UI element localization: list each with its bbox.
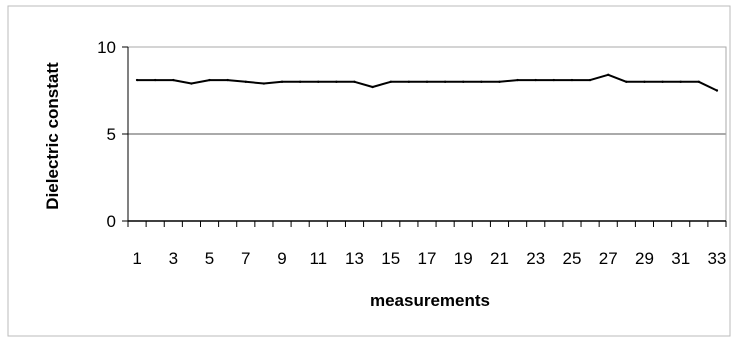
- data-point: [552, 78, 556, 82]
- data-point: [172, 78, 175, 82]
- x-tick-label: 15: [381, 249, 400, 268]
- data-point: [262, 82, 266, 85]
- data-point: [298, 80, 302, 84]
- data-point: [407, 80, 411, 84]
- x-tick-labels: 1 3 5 7 9 11 13 15 17 19 21 23 25 27 29 31 33: [132, 249, 726, 268]
- y-tick-label: 5: [107, 125, 116, 144]
- x-tick-label: 31: [671, 249, 690, 268]
- y-tick-labels: 0 5 10: [97, 38, 116, 231]
- x-tick-label: 1: [132, 249, 141, 268]
- data-point: [498, 80, 501, 84]
- data-point: [661, 80, 664, 84]
- data-point: [679, 80, 682, 84]
- x-tick-label: 13: [345, 249, 364, 268]
- x-tick-label: 5: [205, 249, 214, 268]
- x-tick-label: 27: [599, 249, 618, 268]
- data-point: [443, 80, 447, 84]
- data-point: [534, 78, 537, 82]
- x-axis-label: measurements: [370, 291, 490, 310]
- data-point: [208, 78, 211, 82]
- series-lines: [135, 73, 719, 92]
- data-point: [190, 82, 193, 85]
- data-point: [625, 80, 628, 84]
- x-tick-label: 19: [454, 249, 473, 268]
- data-point: [153, 78, 157, 82]
- x-tick-label: 3: [169, 249, 178, 268]
- y-axis-label: Dielectric constatt: [43, 62, 62, 210]
- data-point: [425, 80, 429, 84]
- data-point: [715, 89, 719, 92]
- axes: [122, 46, 727, 227]
- data-point: [226, 78, 229, 82]
- data-point: [371, 85, 374, 89]
- grid-lines: [128, 46, 726, 135]
- data-point: [570, 78, 574, 82]
- x-tick-label: 17: [418, 249, 437, 268]
- data-point: [317, 80, 320, 84]
- data-point: [353, 80, 356, 84]
- data-point: [480, 80, 483, 84]
- chart-border: [7, 5, 731, 337]
- x-tick-label: 29: [635, 249, 654, 268]
- data-point: [643, 80, 646, 84]
- data-point: [244, 80, 247, 84]
- data-point: [335, 80, 338, 84]
- x-tick-label: 21: [490, 249, 509, 268]
- data-point: [389, 80, 392, 84]
- x-tick-label: 11: [309, 249, 327, 268]
- data-point: [607, 73, 610, 77]
- y-tick-label: 0: [107, 212, 116, 231]
- x-tick-label: 23: [526, 249, 545, 268]
- data-point: [462, 80, 465, 84]
- data-point: [588, 78, 592, 82]
- x-tick-label: 7: [241, 249, 250, 268]
- x-tick-label: 9: [277, 249, 286, 268]
- y-tick-label: 10: [97, 38, 116, 57]
- data-point: [280, 80, 284, 84]
- data-point: [516, 78, 519, 82]
- data-point: [135, 78, 139, 82]
- x-tick-label: 25: [563, 249, 582, 268]
- data-point: [697, 80, 701, 84]
- x-tick-label: 33: [707, 249, 726, 268]
